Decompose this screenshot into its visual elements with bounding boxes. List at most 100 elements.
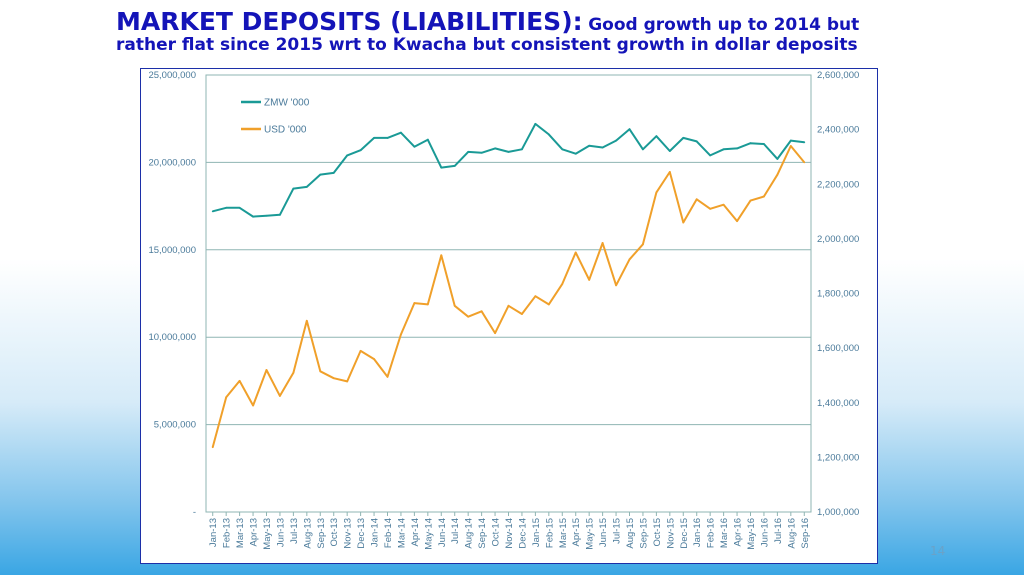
legend-label-zmw: ZMW '000 bbox=[264, 98, 310, 109]
x-tick-label: Jul-14 bbox=[450, 518, 461, 544]
data-point-zmw bbox=[709, 154, 712, 157]
data-point-usd bbox=[763, 195, 765, 198]
x-tick-label: Dec-15 bbox=[679, 518, 690, 549]
data-point-usd bbox=[252, 404, 254, 407]
data-point-usd bbox=[655, 191, 658, 194]
data-point-zmw bbox=[359, 149, 362, 152]
data-point-zmw bbox=[601, 146, 604, 149]
x-tick-label: May-13 bbox=[262, 518, 273, 550]
data-point-usd bbox=[494, 332, 496, 335]
data-point-usd bbox=[601, 242, 604, 244]
x-tick-label: Mar-15 bbox=[558, 518, 569, 548]
data-point-usd bbox=[426, 303, 429, 306]
data-point-usd bbox=[547, 303, 550, 306]
data-point-usd bbox=[749, 199, 752, 202]
x-tick-label: May-14 bbox=[423, 518, 434, 550]
data-point-usd bbox=[346, 380, 349, 383]
data-point-zmw bbox=[413, 145, 416, 148]
data-point-usd bbox=[722, 203, 725, 206]
data-point-zmw bbox=[668, 150, 671, 152]
data-point-zmw bbox=[265, 214, 268, 217]
data-point-zmw bbox=[682, 137, 685, 139]
data-point-usd bbox=[265, 369, 268, 371]
x-tick-label: Dec-13 bbox=[356, 518, 367, 549]
data-point-usd bbox=[238, 380, 241, 382]
data-point-zmw bbox=[332, 171, 335, 174]
chart-frame: - 5,000,000 10,000,000 15,000,000 20,000,000… bbox=[140, 68, 878, 564]
x-tick-label: Feb-16 bbox=[706, 518, 717, 548]
data-point-zmw bbox=[588, 144, 591, 147]
x-tick-label: Nov-14 bbox=[504, 518, 515, 549]
y-right-tick-label: 1,000,000 bbox=[817, 507, 859, 518]
x-tick-label: Apr-15 bbox=[571, 518, 582, 547]
y-right-tick-label: 2,600,000 bbox=[817, 70, 859, 81]
x-tick-label: May-15 bbox=[585, 518, 596, 550]
y-left-tick-label: 15,000,000 bbox=[148, 245, 196, 256]
data-point-zmw bbox=[722, 148, 725, 151]
y-left-tick-label: 25,000,000 bbox=[148, 70, 196, 81]
y-right-tick-label: 1,400,000 bbox=[817, 398, 859, 409]
data-point-zmw bbox=[440, 166, 443, 169]
data-point-usd bbox=[292, 371, 295, 374]
data-point-usd bbox=[386, 375, 389, 378]
data-point-usd bbox=[668, 171, 671, 173]
data-point-usd bbox=[574, 251, 577, 254]
data-point-zmw bbox=[305, 185, 308, 188]
x-tick-label: Jul-15 bbox=[612, 518, 623, 544]
y-right-tick-label: 2,200,000 bbox=[817, 179, 859, 190]
y-left-tick-label: 5,000,000 bbox=[154, 420, 196, 431]
x-tick-label: Nov-13 bbox=[343, 518, 354, 549]
data-point-zmw bbox=[615, 139, 617, 142]
y-right-tick-label: 1,200,000 bbox=[817, 452, 859, 463]
legend-label-usd: USD '000 bbox=[264, 125, 307, 136]
data-point-zmw bbox=[292, 187, 295, 190]
y-left-tick-label: 10,000,000 bbox=[148, 332, 196, 343]
x-tick-label: Jun-16 bbox=[759, 518, 770, 547]
x-tick-label: Oct-15 bbox=[652, 518, 663, 547]
data-point-usd bbox=[211, 446, 214, 449]
data-point-usd bbox=[373, 358, 375, 360]
data-point-zmw bbox=[211, 210, 214, 213]
plot-area-border bbox=[205, 74, 812, 513]
x-tick-label: Mar-14 bbox=[396, 518, 407, 548]
y-right-tick-label: 1,600,000 bbox=[817, 343, 859, 354]
data-point-usd bbox=[359, 349, 362, 352]
data-point-zmw bbox=[749, 142, 752, 145]
data-point-usd bbox=[279, 395, 281, 397]
data-point-zmw bbox=[628, 128, 631, 131]
data-point-zmw bbox=[494, 147, 496, 150]
x-tick-label: May-16 bbox=[746, 518, 757, 550]
x-tick-label: Aug-15 bbox=[625, 518, 636, 549]
data-point-usd bbox=[736, 220, 738, 223]
data-point-zmw bbox=[426, 138, 429, 141]
x-tick-label: Apr-13 bbox=[249, 518, 260, 547]
data-point-usd bbox=[440, 254, 443, 257]
x-tick-label: Apr-16 bbox=[733, 518, 744, 547]
x-tick-label: Feb-15 bbox=[544, 518, 555, 548]
data-point-usd bbox=[628, 258, 631, 261]
data-point-zmw bbox=[238, 206, 241, 209]
data-point-zmw bbox=[279, 213, 281, 216]
x-tick-label: Apr-14 bbox=[410, 518, 421, 547]
x-tick-label: Sep-15 bbox=[638, 518, 649, 549]
y-left-tick-label: 20,000,000 bbox=[148, 157, 196, 168]
y-right-tick-label: 1,800,000 bbox=[817, 289, 859, 300]
data-point-zmw bbox=[561, 148, 564, 151]
x-tick-label: Dec-14 bbox=[517, 518, 528, 549]
data-point-usd bbox=[305, 319, 308, 322]
data-point-usd bbox=[561, 283, 564, 285]
data-point-zmw bbox=[400, 131, 402, 134]
title-main: MARKET DEPOSITS (LIABILITIES): bbox=[116, 7, 583, 36]
data-point-zmw bbox=[763, 143, 765, 145]
data-point-zmw bbox=[252, 215, 254, 218]
data-point-usd bbox=[467, 315, 470, 318]
data-point-usd bbox=[695, 198, 698, 201]
x-tick-label: Jan-16 bbox=[692, 518, 703, 547]
data-point-zmw bbox=[507, 151, 510, 153]
data-point-usd bbox=[453, 304, 456, 307]
x-tick-label: Sep-13 bbox=[316, 518, 327, 549]
x-tick-label: Jun-14 bbox=[437, 518, 448, 547]
data-point-usd bbox=[400, 333, 402, 336]
data-point-usd bbox=[642, 243, 644, 246]
data-point-zmw bbox=[453, 164, 456, 167]
